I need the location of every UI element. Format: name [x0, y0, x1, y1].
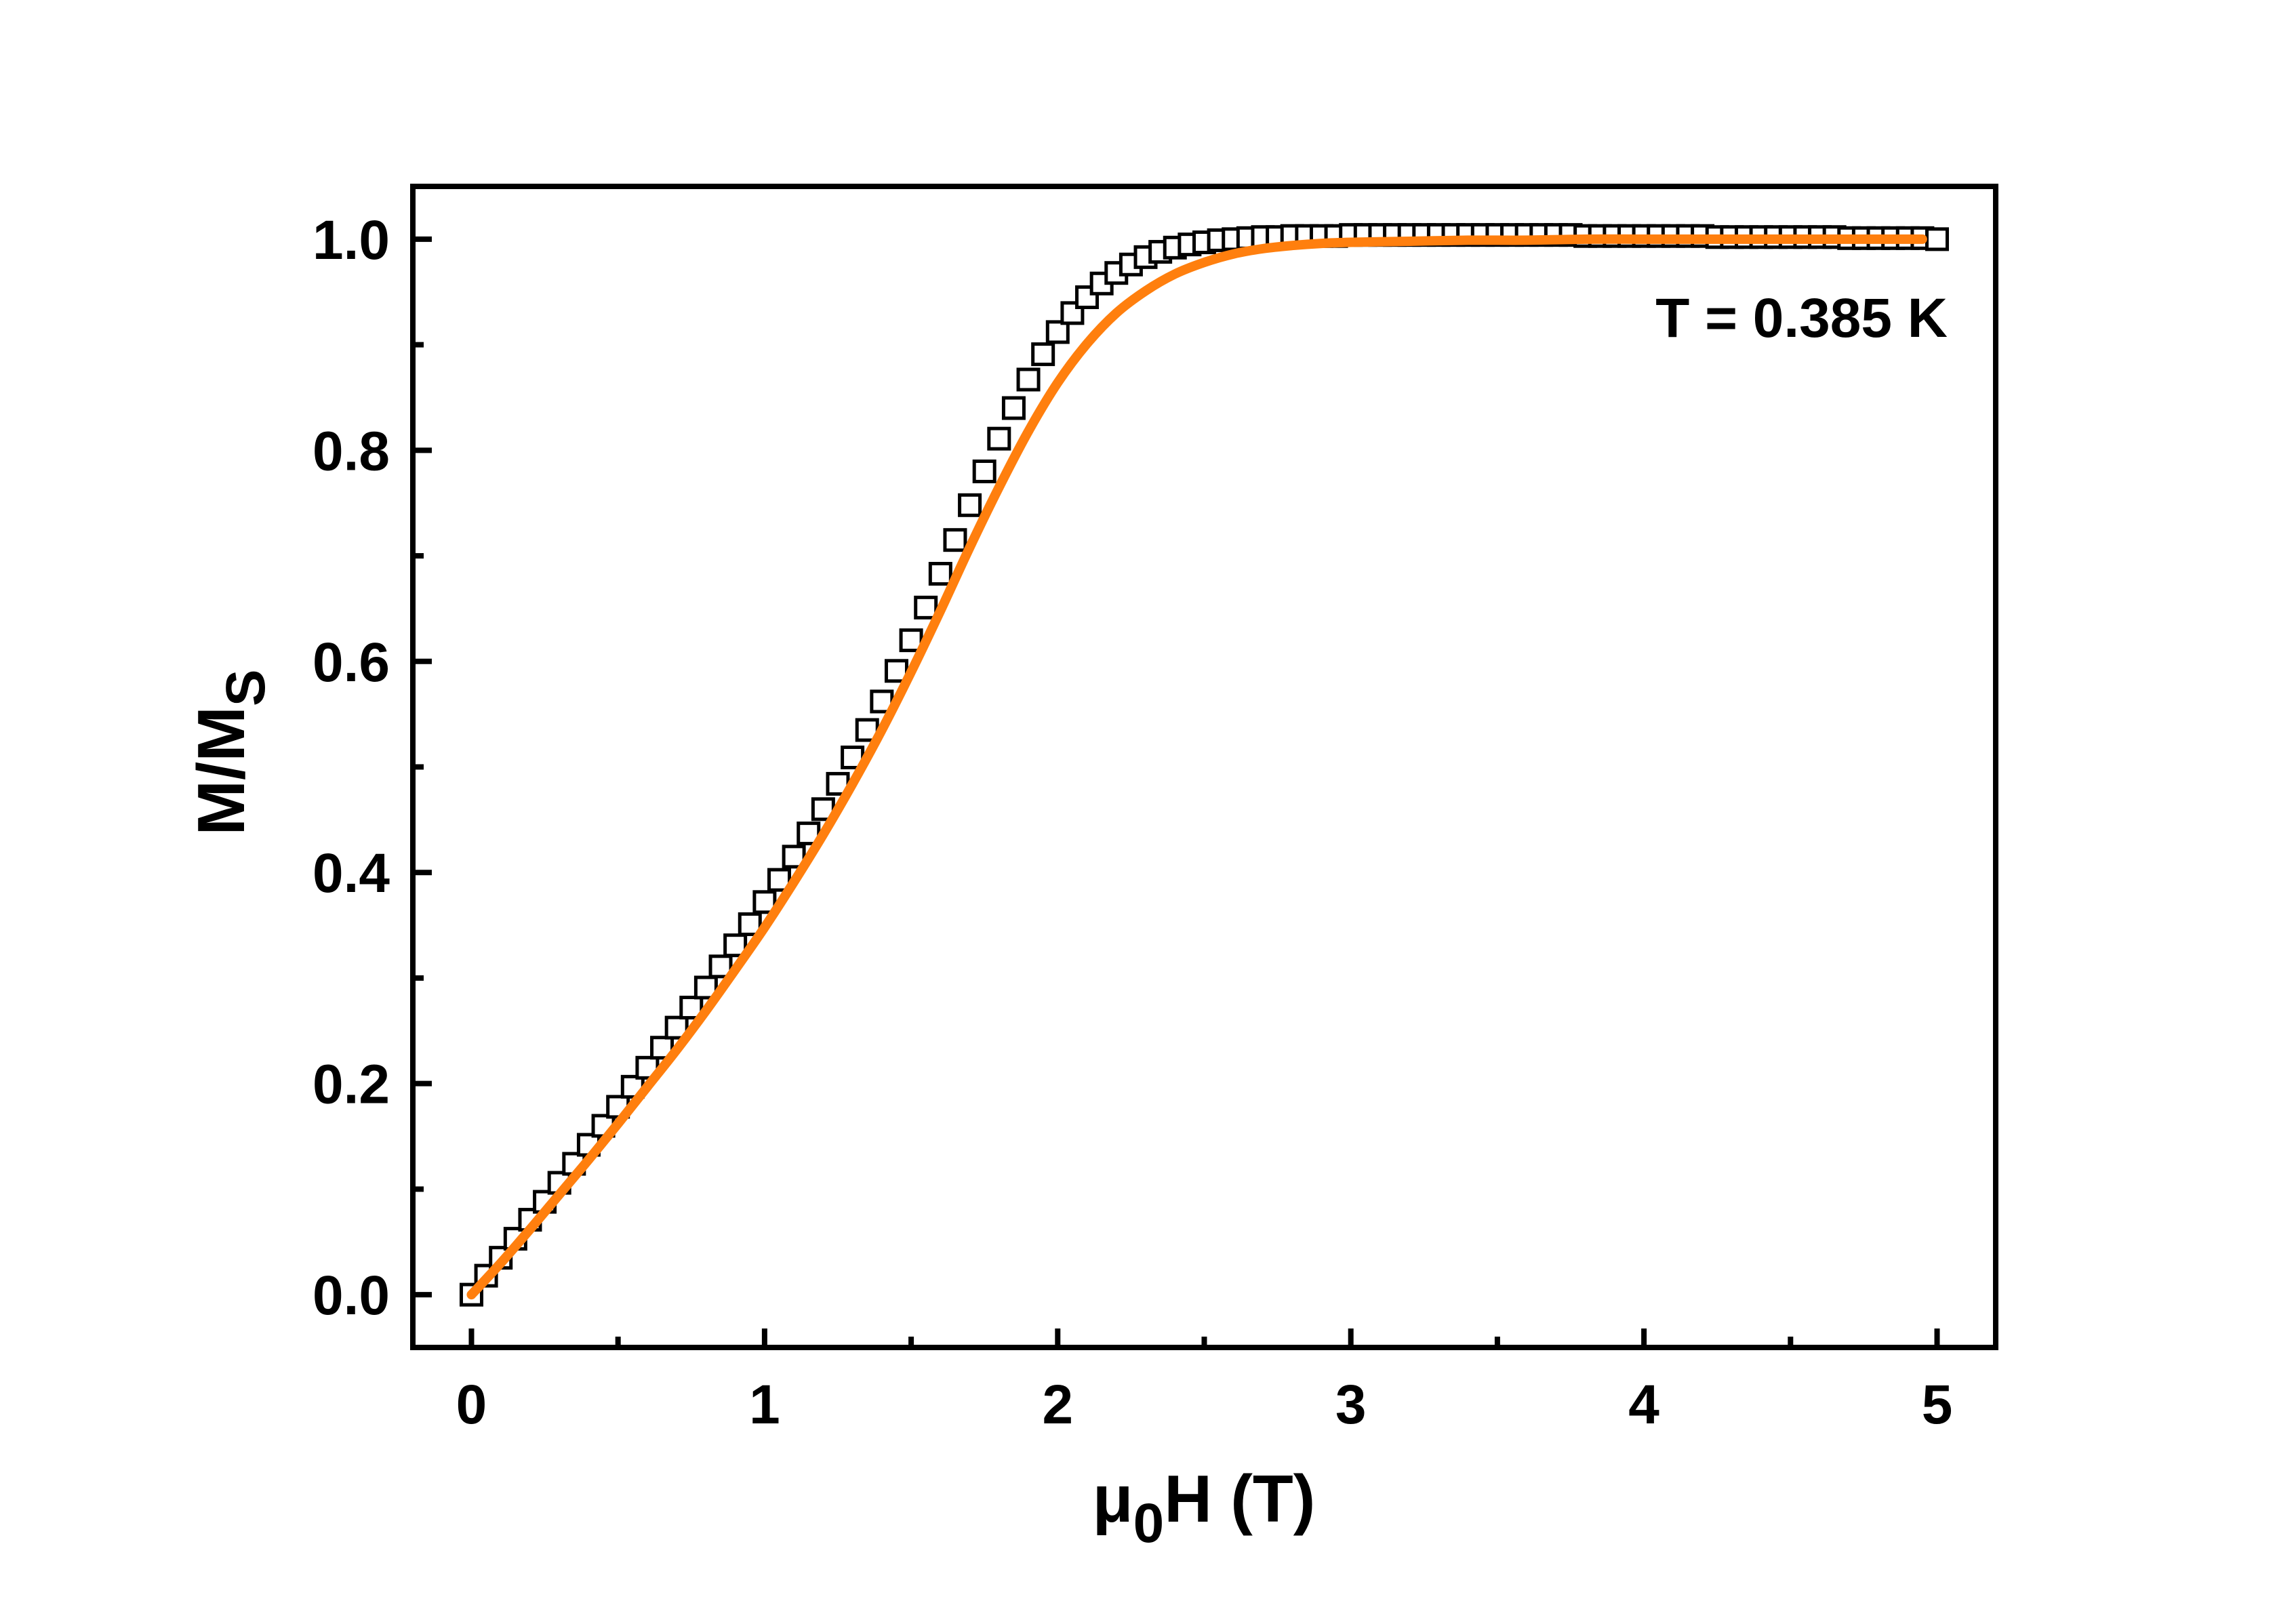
series-layer — [459, 223, 1950, 1307]
y-axis-label-sub: S — [215, 669, 277, 706]
y-tick-label: 0.0 — [313, 1265, 390, 1326]
x-axis-label: μ0H (T) — [1093, 1461, 1316, 1554]
data-point-marker — [826, 771, 850, 796]
y-axis-label: M/MS — [184, 669, 277, 835]
data-point-marker — [1060, 301, 1085, 325]
data-point-marker — [1075, 285, 1100, 310]
plot-frame — [410, 184, 1998, 1350]
y-axis-label-main: M/M — [184, 706, 258, 836]
data-point-marker — [987, 426, 1011, 451]
data-point-marker — [914, 595, 938, 620]
x-tick-label: 1 — [749, 1374, 780, 1436]
data-point-marker — [811, 797, 835, 821]
x-tick-label: 3 — [1335, 1374, 1367, 1436]
fit-curve-line — [466, 234, 1927, 1300]
y-tick-label: 0.8 — [313, 420, 390, 482]
data-point-marker — [1016, 367, 1041, 392]
data-point-marker — [870, 689, 894, 714]
data-point-marker — [1001, 396, 1026, 420]
data-point-marker — [958, 493, 982, 517]
data-point-marker — [635, 1055, 660, 1080]
data-point-marker — [943, 528, 967, 552]
data-point-marker — [650, 1036, 674, 1060]
x-tick-label: 2 — [1042, 1374, 1073, 1436]
x-axis-label-sub: 0 — [1133, 1493, 1165, 1554]
data-point-marker — [1045, 320, 1070, 344]
data-point-marker — [679, 996, 704, 1020]
y-tick-label: 0.2 — [313, 1054, 390, 1116]
data-point-marker — [1031, 342, 1055, 367]
y-tick-label: 1.0 — [313, 209, 390, 271]
x-axis-label-main: μ — [1093, 1461, 1133, 1536]
x-tick-label: 4 — [1628, 1374, 1659, 1436]
data-point-marker — [767, 868, 792, 892]
data-point-marker — [1925, 227, 1950, 251]
ticks-layer: 0 1 2 3 4 5 0.0 0.2 0.4 0.6 0.8 1.0 — [313, 209, 1952, 1436]
data-point-marker — [752, 890, 777, 914]
y-tick-label: 0.6 — [313, 632, 390, 693]
y-tick-label: 0.4 — [313, 843, 390, 904]
data-point-marker — [928, 562, 952, 586]
data-point-marker — [972, 459, 996, 483]
annotation-label: T = 0.385 K — [1655, 287, 1948, 349]
x-axis-label-rest: H (T) — [1164, 1461, 1315, 1536]
x-tick-label: 5 — [1922, 1374, 1953, 1436]
x-tick-label: 0 — [456, 1374, 487, 1436]
